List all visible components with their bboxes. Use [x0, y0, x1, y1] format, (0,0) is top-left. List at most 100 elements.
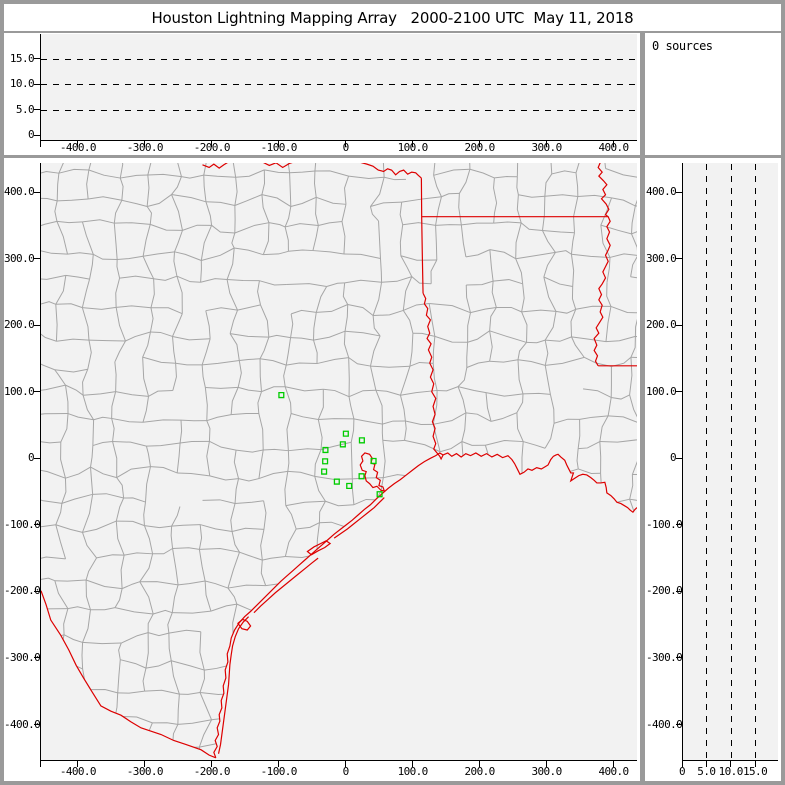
tick-label: 0	[27, 128, 35, 141]
tick-mark	[34, 724, 40, 726]
window-title: Houston Lightning Mapping Array 2000-210…	[151, 8, 634, 27]
tick-mark	[676, 258, 682, 260]
tick-label: -400.0	[4, 717, 41, 731]
sources-count-panel	[645, 33, 781, 155]
tick-label: 200.0	[464, 141, 496, 154]
tick-label: -400.0	[646, 717, 683, 731]
tick-label: -100.0	[4, 517, 41, 531]
station-marker	[359, 438, 364, 443]
tick-mark	[676, 724, 682, 726]
texas-region-map	[41, 163, 637, 760]
altitude-dashed-line	[755, 164, 757, 760]
tick-mark	[345, 761, 347, 767]
tick-label: 0	[669, 451, 677, 465]
tick-label: 0	[342, 141, 350, 154]
tick-label: 100.0	[397, 765, 429, 778]
altitude-dashed-line	[730, 164, 732, 760]
tick-mark	[34, 657, 40, 659]
tick-mark	[676, 324, 682, 326]
tick-label: -200.0	[193, 141, 231, 154]
tick-mark	[730, 761, 732, 767]
tick-label: -100.0	[260, 765, 298, 778]
tick-mark	[613, 141, 614, 147]
altitude-dashed-line	[706, 164, 708, 760]
tick-label: 200.0	[646, 318, 677, 332]
tick-mark	[754, 761, 756, 767]
station-marker	[279, 393, 284, 398]
tick-label: 15.0	[743, 765, 768, 778]
station-marker	[359, 474, 364, 479]
tick-mark	[546, 141, 548, 147]
tick-label: 200.0	[4, 318, 35, 332]
station-marker	[340, 442, 345, 447]
tick-mark	[278, 761, 280, 767]
tick-mark	[705, 761, 707, 767]
tick-label: 0	[678, 765, 686, 778]
tick-mark	[676, 391, 682, 393]
tick-mark	[479, 761, 481, 767]
tick-label: 300.0	[531, 141, 562, 154]
tick-label: -100.0	[260, 141, 298, 154]
tick-label: 100.0	[646, 384, 677, 398]
altitude-eastwest-plot-area[interactable]	[40, 34, 637, 141]
tick-label: 200.0	[464, 765, 496, 778]
tick-mark	[34, 58, 40, 60]
tick-label: 100.0	[4, 384, 35, 398]
tick-mark	[34, 324, 40, 326]
altitude-dashed-line	[41, 109, 637, 111]
tick-label: 100.0	[397, 141, 429, 154]
tick-mark	[211, 141, 213, 147]
state-boundaries-and-coastline	[41, 163, 637, 758]
tick-mark	[676, 657, 682, 659]
tick-mark	[77, 141, 79, 147]
station-marker	[343, 431, 348, 436]
tick-label: 15.0	[9, 51, 35, 65]
tick-mark	[144, 761, 146, 767]
map-plot-area[interactable]	[40, 163, 637, 761]
altitude-dashed-line	[41, 58, 637, 60]
tick-label: -300.0	[126, 141, 164, 154]
tick-mark	[278, 141, 280, 147]
tick-mark	[34, 191, 40, 193]
tick-mark	[40, 141, 41, 147]
lma-station-markers	[279, 393, 382, 497]
tick-label: 300.0	[4, 251, 35, 265]
tick-mark	[412, 761, 414, 767]
station-marker	[371, 459, 376, 464]
tick-mark	[144, 141, 146, 147]
station-marker	[323, 459, 328, 464]
tick-mark	[479, 141, 481, 147]
title-bar: Houston Lightning Mapping Array 2000-210…	[4, 4, 781, 31]
tick-mark	[546, 761, 548, 767]
tick-mark	[34, 83, 40, 85]
tick-label: 400.0	[4, 185, 35, 199]
tick-mark	[676, 524, 682, 526]
tick-mark	[345, 141, 347, 147]
tick-label: 300.0	[646, 251, 677, 265]
tick-mark	[613, 761, 614, 767]
tick-label: -100.0	[646, 517, 683, 531]
tick-label: 300.0	[531, 765, 562, 778]
tick-mark	[34, 457, 40, 459]
tick-label: -200.0	[193, 765, 231, 778]
tick-label: -300.0	[126, 765, 164, 778]
station-marker	[322, 469, 327, 474]
altitude-northsouth-plot-area[interactable]	[682, 163, 778, 761]
tick-label: 5.0	[697, 765, 716, 778]
tick-mark	[40, 761, 41, 767]
tick-mark	[34, 134, 40, 136]
tick-mark	[681, 761, 683, 767]
tick-mark	[34, 590, 40, 592]
station-marker	[377, 492, 382, 497]
tick-label: 400.0	[598, 141, 629, 154]
tick-label: -300.0	[4, 650, 41, 664]
tick-label: 5.0	[15, 102, 35, 116]
sources-count-text: 0 sources	[652, 39, 713, 53]
station-marker	[334, 479, 339, 484]
tick-label: 0	[27, 451, 35, 465]
station-marker	[347, 483, 352, 488]
tick-label: -300.0	[646, 650, 683, 664]
tick-mark	[412, 141, 414, 147]
tick-mark	[676, 457, 682, 459]
